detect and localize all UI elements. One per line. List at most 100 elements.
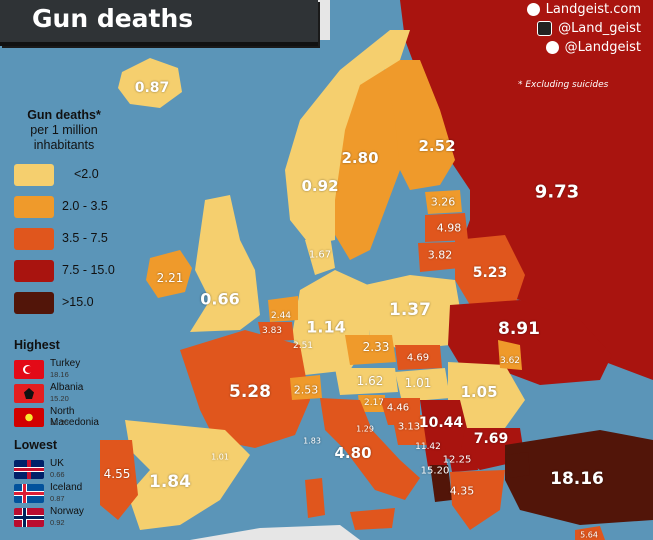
legend-swatch — [14, 260, 54, 282]
region-iceland — [118, 58, 182, 108]
lowest-title: Lowest — [14, 438, 58, 452]
map-value-uk: 0.66 — [200, 289, 240, 309]
lowest-country: UK — [50, 458, 64, 469]
region-ukraine — [448, 300, 612, 385]
map-value-ukraine: 8.91 — [498, 319, 540, 339]
map-value-france: 5.28 — [229, 382, 271, 402]
map-value-iceland: 0.87 — [134, 80, 170, 96]
region-italy — [320, 398, 420, 500]
map-value-latvia: 4.98 — [436, 221, 462, 235]
map-value-portugal: 4.55 — [103, 467, 131, 481]
map-value-italy: 4.80 — [334, 444, 372, 462]
region-romania — [448, 362, 525, 428]
legend-swatch — [14, 164, 54, 186]
region-switzerland — [290, 375, 322, 400]
region-czechia — [345, 335, 396, 365]
brand-site: Landgeist.com — [526, 0, 641, 19]
map-value-sweden: 2.80 — [341, 149, 379, 167]
map-value-slovenia: 2.17 — [363, 398, 385, 408]
flag-icon — [14, 408, 44, 427]
highest-value: 15.20 — [50, 394, 69, 403]
map-value-luxembourg: 2.51 — [292, 341, 314, 351]
map-value-belarus: 5.23 — [472, 265, 508, 281]
region-lithuania — [418, 242, 460, 272]
brand-instagram: @Land_geist — [527, 19, 641, 38]
map-value-moldova: 3.62 — [499, 356, 521, 366]
map-value-greece: 4.35 — [449, 484, 475, 498]
lowest-country: Iceland — [50, 482, 83, 493]
flag-icon — [14, 360, 44, 379]
flag-icon — [14, 460, 44, 479]
region-albania — [430, 465, 452, 502]
region-estonia — [425, 190, 462, 214]
title-bar: Gun deaths — [0, 0, 318, 46]
region-northmacedonia — [448, 450, 478, 472]
highest-value: 18.16 — [50, 370, 69, 379]
region-greece — [450, 470, 505, 530]
legend-label: 7.5 - 15.0 — [62, 263, 115, 277]
flag-icon — [14, 384, 44, 403]
region-netherlands — [268, 296, 298, 322]
instagram-icon — [537, 21, 553, 36]
map-value-sanmarino: 1.29 — [356, 424, 374, 434]
region-portugal — [100, 440, 138, 520]
map-value-russia: 9.73 — [534, 181, 580, 203]
highest-country: Turkey — [50, 358, 81, 369]
region-uk — [190, 195, 260, 332]
region-sicily — [350, 508, 395, 530]
region-russia — [400, 0, 653, 380]
legend-label: <2.0 — [74, 167, 99, 181]
map-value-switzerland: 2.53 — [293, 383, 319, 397]
lowest-country: Norway — [50, 506, 84, 517]
map-value-croatia: 4.46 — [386, 402, 410, 414]
map-value-denmark: 1.67 — [308, 249, 332, 261]
map-value-northmacedonia: 12.25 — [442, 454, 472, 466]
flag-icon — [14, 508, 44, 527]
map-value-lithuania: 3.82 — [427, 248, 453, 262]
map-value-bulgaria: 7.69 — [473, 431, 509, 447]
legend-swatch — [14, 292, 54, 314]
page-title: Gun deaths — [32, 4, 194, 33]
legend-label: >15.0 — [62, 295, 94, 309]
region-turkey-thrace — [505, 452, 530, 478]
brand-twitter: @Landgeist — [527, 38, 641, 57]
land-north-africa — [190, 525, 360, 540]
highest-country: North Macedonia — [50, 406, 99, 428]
highest-country: Albania — [50, 382, 84, 393]
map-value-ireland: 2.21 — [156, 271, 184, 285]
map-value-finland: 2.52 — [418, 137, 456, 155]
map-value-montenegro: 11.42 — [415, 442, 441, 452]
region-hungary — [395, 368, 450, 402]
lowest-value: 0.87 — [50, 494, 65, 503]
region-slovakia — [395, 345, 442, 370]
map-value-netherlands: 2.44 — [270, 311, 292, 321]
region-spain — [125, 420, 250, 530]
region-turkey — [505, 430, 653, 525]
map-value-belgium: 3.83 — [261, 326, 283, 336]
region-sweden — [335, 70, 400, 260]
region-france — [180, 330, 310, 448]
twitter-icon — [545, 41, 559, 54]
region-austria — [335, 368, 398, 395]
map-value-serbia: 10.44 — [418, 415, 464, 431]
region-belarus — [455, 235, 525, 305]
map-value-bosnia: 3.13 — [397, 421, 421, 433]
region-slovenia — [358, 395, 385, 412]
map-value-czechia: 2.33 — [362, 340, 390, 354]
map-value-spain: 1.84 — [149, 472, 191, 492]
highest-title: Highest — [14, 338, 60, 352]
lowest-value: 0.92 — [50, 518, 65, 527]
map-value-cyprus: 5.64 — [580, 530, 598, 540]
region-bosnia — [392, 415, 428, 445]
map-value-estonia: 3.26 — [430, 195, 456, 209]
legend-label: 2.0 - 3.5 — [62, 199, 108, 213]
region-sardinia — [305, 478, 325, 518]
map-value-norway: 0.92 — [301, 177, 339, 195]
region-cyprus — [575, 526, 605, 540]
map-value-hungary: 1.01 — [404, 376, 432, 390]
highest-value: 12.25 — [50, 418, 69, 427]
region-serbia — [420, 400, 470, 460]
region-finland — [385, 60, 455, 190]
map-value-andorra: 1.01 — [211, 452, 229, 462]
